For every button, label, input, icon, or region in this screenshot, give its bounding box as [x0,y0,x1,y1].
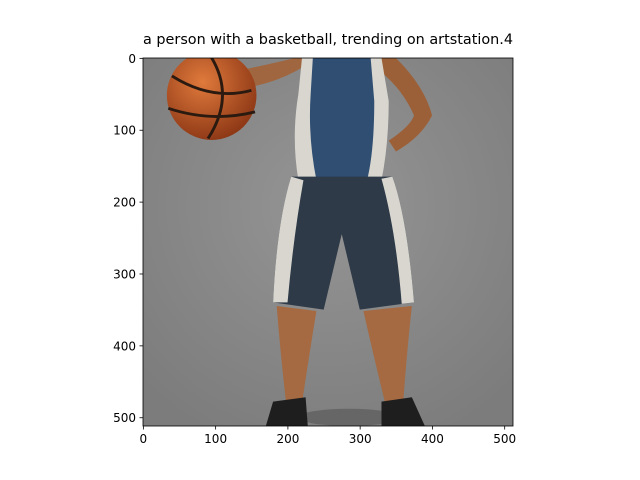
y-tick-label: 100 [113,124,136,138]
x-tick-label: 300 [349,432,372,446]
x-tick-label: 100 [204,432,227,446]
y-tick-label: 500 [113,411,136,425]
image [143,58,514,426]
x-tick-label: 0 [140,432,148,446]
axes-frame [142,57,514,427]
x-tick-label: 400 [421,432,444,446]
y-tick-label: 0 [128,52,136,66]
y-tick-label: 300 [113,267,136,281]
x-tick-label: 500 [493,432,516,446]
y-tick-label: 400 [113,339,136,353]
y-tick-label: 200 [113,196,136,210]
chart-title: a person with a basketball, trending on … [143,32,513,48]
x-tick-label: 200 [276,432,299,446]
